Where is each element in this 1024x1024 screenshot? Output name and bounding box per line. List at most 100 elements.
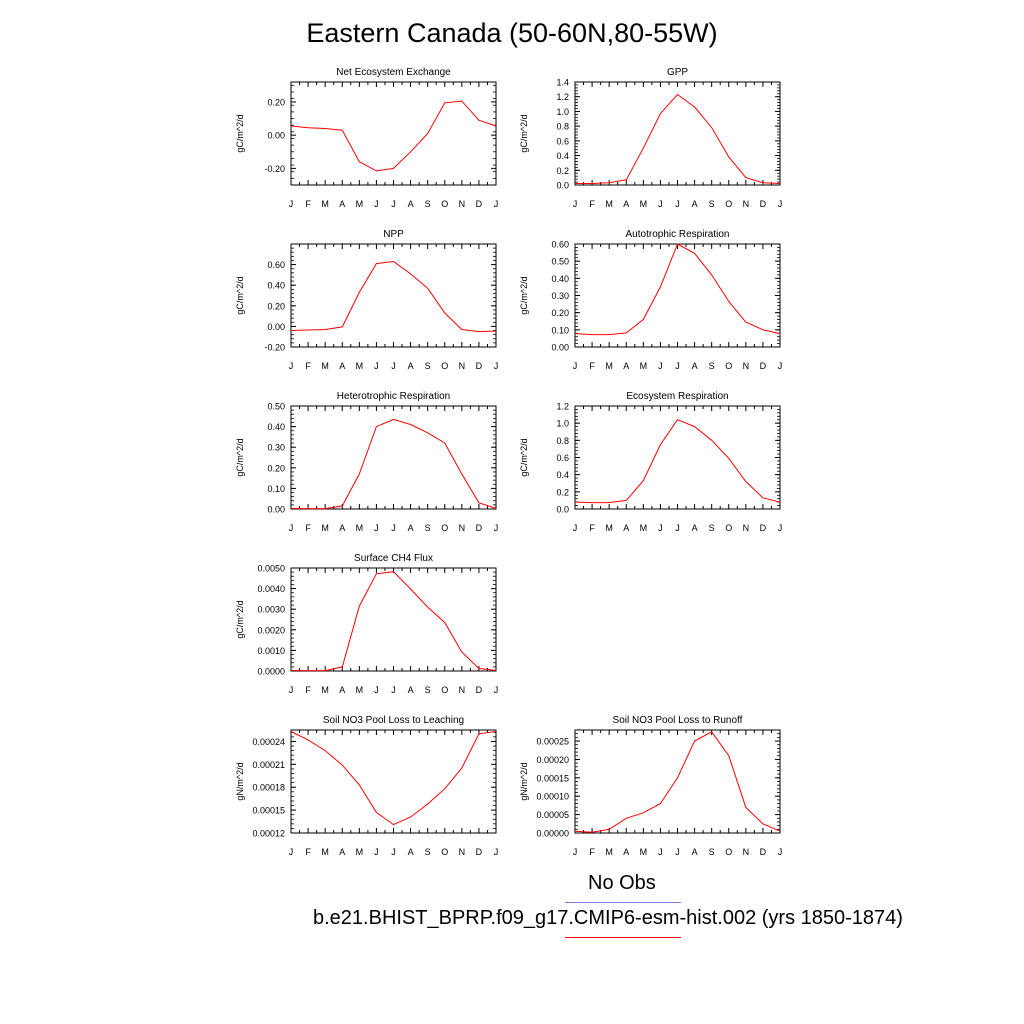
plot-frame	[574, 729, 781, 834]
x-tick-label: F	[589, 523, 595, 533]
plot-frame	[574, 405, 781, 510]
x-tick-label: J	[658, 361, 663, 371]
x-tick-label: A	[408, 523, 414, 533]
x-tick-label: N	[743, 199, 750, 209]
x-tick-label: O	[725, 361, 732, 371]
x-tick-label: S	[425, 847, 431, 857]
y-tick-label: 0.20	[267, 97, 285, 107]
x-tick-label: N	[459, 199, 466, 209]
chart-title: Net Ecosystem Exchange	[336, 67, 451, 78]
y-tick-label: 0.00018	[252, 783, 285, 793]
x-tick-label: J	[573, 847, 578, 857]
x-tick-label: O	[441, 523, 448, 533]
x-tick-label: A	[623, 361, 629, 371]
x-tick-label: O	[441, 847, 448, 857]
y-tick-label: 0.0040	[257, 584, 285, 594]
chart-title: GPP	[667, 67, 688, 78]
x-tick-label: J	[494, 523, 499, 533]
x-tick-label: M	[356, 361, 364, 371]
x-tick-label: A	[339, 361, 345, 371]
x-tick-label: M	[356, 847, 364, 857]
y-tick-label: 1.2	[556, 402, 569, 412]
y-tick-label: 0.00010	[536, 792, 569, 802]
y-tick-label: 0.00	[551, 343, 569, 353]
series-line-0	[290, 571, 497, 672]
legend-line-model	[565, 937, 681, 938]
y-tick-label: 1.2	[556, 92, 569, 102]
y-axis-label: gC/m^2/d	[235, 600, 245, 638]
y-axis-label: gC/m^2/d	[235, 438, 245, 476]
y-tick-label: -0.20	[264, 164, 285, 174]
y-tick-label: 0.00015	[536, 773, 569, 783]
x-tick-label: D	[476, 523, 483, 533]
x-tick-label: M	[640, 523, 648, 533]
x-tick-label: J	[658, 847, 663, 857]
x-tick-label: S	[425, 199, 431, 209]
x-tick-label: D	[476, 199, 483, 209]
series-line-0	[290, 100, 497, 172]
series-line-0	[290, 260, 497, 333]
y-tick-label: 0.40	[551, 274, 569, 284]
x-tick-label: A	[339, 685, 345, 695]
y-tick-label: 0.10	[267, 484, 285, 494]
legend-label-obs: No Obs	[588, 872, 656, 894]
x-tick-label: J	[374, 685, 379, 695]
series-line-0	[290, 418, 497, 510]
y-tick-label: 0.6	[556, 453, 569, 463]
y-tick-label: 0.00000	[536, 829, 569, 839]
x-tick-label: A	[623, 847, 629, 857]
y-tick-label: 0.00	[267, 131, 285, 141]
legend-line-obs	[565, 902, 681, 903]
y-axis-label: gN/m^2/d	[519, 762, 529, 800]
y-tick-label: 0.00015	[252, 806, 285, 816]
y-axis-label: gC/m^2/d	[519, 276, 529, 314]
chart-title: NPP	[383, 229, 404, 240]
y-tick-label: 0.2	[556, 487, 569, 497]
y-axis-label: gC/m^2/d	[235, 276, 245, 314]
x-tick-label: O	[441, 685, 448, 695]
x-tick-label: A	[623, 523, 629, 533]
chart-title: Ecosystem Respiration	[626, 391, 728, 402]
x-tick-label: J	[675, 361, 680, 371]
x-tick-label: J	[289, 199, 294, 209]
x-tick-label: N	[459, 685, 466, 695]
x-tick-label: M	[605, 199, 613, 209]
x-tick-label: J	[494, 847, 499, 857]
plot-frame	[290, 243, 497, 348]
x-tick-label: J	[391, 685, 396, 695]
x-tick-label: A	[692, 523, 698, 533]
x-tick-label: S	[425, 361, 431, 371]
y-tick-label: 0.60	[551, 240, 569, 250]
x-tick-label: J	[391, 199, 396, 209]
x-tick-label: J	[289, 361, 294, 371]
y-tick-label: 0.0020	[257, 625, 285, 635]
y-tick-label: 0.20	[551, 308, 569, 318]
x-tick-label: M	[356, 523, 364, 533]
x-tick-label: J	[494, 199, 499, 209]
x-tick-label: J	[778, 361, 783, 371]
series-line-0	[575, 93, 781, 184]
x-tick-label: J	[494, 685, 499, 695]
x-tick-label: J	[374, 361, 379, 371]
x-tick-label: S	[425, 685, 431, 695]
x-tick-label: D	[476, 847, 483, 857]
x-tick-label: A	[339, 199, 345, 209]
chart-title: Soil NO3 Pool Loss to Runoff	[613, 715, 743, 726]
x-tick-label: F	[305, 199, 311, 209]
y-tick-label: 0.2	[556, 166, 569, 176]
y-tick-label: 0.6	[556, 136, 569, 146]
x-tick-label: J	[391, 361, 396, 371]
x-tick-label: D	[760, 523, 767, 533]
y-tick-label: 0.50	[551, 257, 569, 267]
x-tick-label: F	[305, 685, 311, 695]
y-tick-label: 0.00	[267, 505, 285, 515]
x-tick-label: A	[408, 199, 414, 209]
legend-label-model: b.e21.BHIST_BPRP.f09_g17.CMIP6-esm-hist.…	[313, 907, 903, 929]
x-tick-label: S	[709, 523, 715, 533]
y-tick-label: 0.00020	[536, 755, 569, 765]
